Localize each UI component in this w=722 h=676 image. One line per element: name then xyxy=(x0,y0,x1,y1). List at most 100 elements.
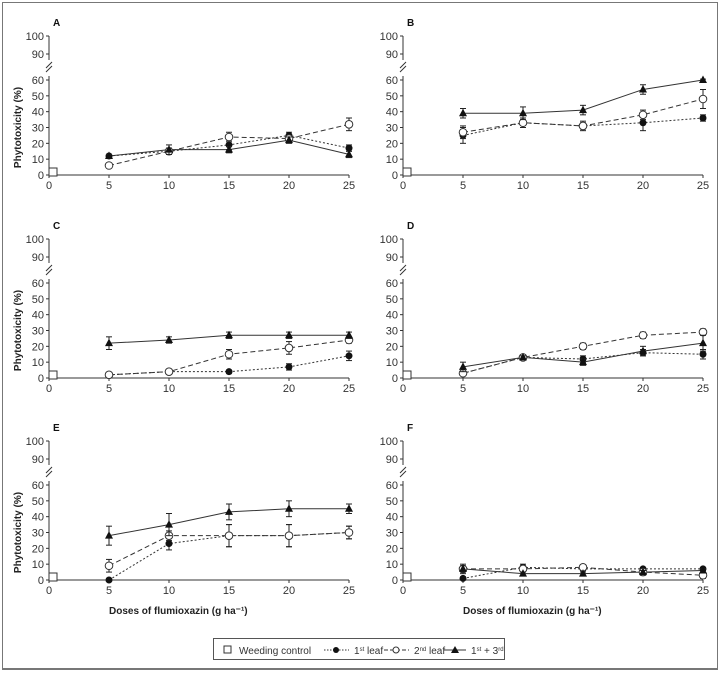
panel-letter: B xyxy=(407,18,414,29)
x-tick-label: 25 xyxy=(343,180,355,192)
panel-a: A 0 10 20 30 40 50 60 90 100 0 5 10 15 20 25 Phytotoxici… xyxy=(13,18,355,192)
legend-item-2nd-leaf: 2nd leaf xyxy=(384,646,445,657)
data-point-1st-leaf xyxy=(285,363,293,371)
y-axis-label: Phytotoxicity (%) xyxy=(13,87,24,168)
axis-break-mark xyxy=(45,61,53,69)
data-point-1st-3rd-leaf xyxy=(699,566,707,574)
data-point-2nd-leaf xyxy=(458,127,468,137)
data-point-1st-3rd-leaf xyxy=(459,564,467,572)
y-tick-label: 50 xyxy=(386,91,398,103)
figure-frame xyxy=(2,2,718,670)
x-tick-label: 15 xyxy=(577,383,589,395)
axis-break-mark xyxy=(399,470,407,478)
y-tick-label: 60 xyxy=(32,480,44,492)
y-tick-label: 40 xyxy=(32,310,44,322)
data-point-1st-3rd-leaf xyxy=(105,338,113,347)
x-tick-label: 25 xyxy=(697,180,709,192)
y-tick-label: 0 xyxy=(38,373,44,385)
data-point-1st-3rd-leaf xyxy=(519,108,527,117)
x-tick-label: 5 xyxy=(106,180,112,192)
legend-label-1st-3rd-leaf: 1st + 3rd leaf xyxy=(471,646,506,657)
y-tick-label: 0 xyxy=(38,170,44,182)
x-tick-label: 15 xyxy=(223,383,235,395)
x-tick-label: 5 xyxy=(460,585,466,597)
y-tick-label: 100 xyxy=(380,436,398,448)
data-point-1st-3rd-leaf xyxy=(639,567,647,576)
series-line-2nd-leaf xyxy=(108,532,350,567)
y-tick-label: 90 xyxy=(32,49,44,61)
y-tick-label: 20 xyxy=(386,543,398,555)
data-point-1st-3rd-leaf xyxy=(579,357,587,366)
data-point-2nd-leaf xyxy=(578,121,588,131)
data-point-2nd-leaf xyxy=(578,342,588,351)
x-tick-label: 10 xyxy=(163,180,175,192)
panel-letter: F xyxy=(407,423,413,434)
data-point-1st-3rd-leaf xyxy=(225,330,233,339)
data-point-2nd-leaf xyxy=(698,327,708,337)
data-point-1st-3rd-leaf xyxy=(579,569,587,577)
filled-circle-marker-icon xyxy=(333,647,339,653)
data-point-1st-3rd-leaf xyxy=(225,145,233,153)
data-point-2nd-leaf xyxy=(224,349,234,359)
y-tick-label: 60 xyxy=(386,480,398,492)
axis-break-mark xyxy=(399,268,407,276)
data-point-weeding-control xyxy=(402,167,412,177)
filled-triangle-marker-icon xyxy=(451,646,459,653)
x-tick-label: 20 xyxy=(637,180,649,192)
y-tick-label: 90 xyxy=(32,454,44,466)
y-tick-label: 90 xyxy=(386,454,398,466)
data-point-2nd-leaf xyxy=(164,367,174,376)
y-tick-label: 10 xyxy=(32,559,44,571)
y-tick-label: 40 xyxy=(386,107,398,119)
y-tick-label: 100 xyxy=(380,234,398,246)
y-tick-label: 20 xyxy=(32,543,44,555)
data-point-2nd-leaf xyxy=(638,330,648,340)
x-axis-label: Doses of flumioxazin (g ha⁻¹) xyxy=(463,606,602,617)
x-tick-label: 15 xyxy=(223,585,235,597)
axis-break-mark xyxy=(399,65,407,73)
y-tick-label: 40 xyxy=(386,310,398,322)
data-point-2nd-leaf xyxy=(224,132,234,142)
data-point-1st-3rd-leaf xyxy=(285,330,293,339)
y-tick-label: 0 xyxy=(392,170,398,182)
data-point-weeding-control xyxy=(48,167,58,177)
y-tick-label: 100 xyxy=(26,31,44,43)
y-tick-label: 20 xyxy=(386,138,398,150)
y-tick-label: 40 xyxy=(32,512,44,524)
y-tick-label: 30 xyxy=(386,528,398,540)
series-line-2nd-leaf xyxy=(462,331,704,374)
data-point-1st-3rd-leaf xyxy=(699,338,707,347)
data-point-1st-3rd-leaf xyxy=(165,145,173,153)
y-tick-label: 10 xyxy=(32,357,44,369)
x-tick-label: 5 xyxy=(106,585,112,597)
y-tick-label: 20 xyxy=(386,341,398,353)
data-point-weeding-control xyxy=(48,370,58,380)
x-tick-label: 0 xyxy=(400,180,406,192)
x-tick-label: 0 xyxy=(46,585,52,597)
data-point-2nd-leaf xyxy=(284,531,294,540)
data-point-1st-3rd-leaf xyxy=(639,346,647,355)
x-axis-label: Doses of flumioxazin (g ha⁻¹) xyxy=(109,606,248,617)
x-tick-label: 0 xyxy=(400,383,406,395)
y-tick-label: 100 xyxy=(380,31,398,43)
y-tick-label: 30 xyxy=(32,326,44,338)
y-tick-label: 60 xyxy=(32,75,44,87)
axis-break-mark xyxy=(45,264,53,272)
axis-break-mark xyxy=(399,61,407,69)
data-point-1st-3rd-leaf xyxy=(285,504,293,512)
panel-letter: A xyxy=(53,18,60,29)
data-point-weeding-control xyxy=(48,572,58,582)
data-point-1st-3rd-leaf xyxy=(345,149,353,158)
data-point-1st-leaf xyxy=(459,574,467,582)
y-tick-label: 50 xyxy=(32,496,44,508)
y-tick-label: 90 xyxy=(386,49,398,61)
y-axis-label: Phytotoxicity (%) xyxy=(13,492,24,573)
y-tick-label: 0 xyxy=(392,575,398,587)
data-point-1st-3rd-leaf xyxy=(699,75,707,83)
x-tick-label: 10 xyxy=(163,383,175,395)
panel-letter: D xyxy=(407,221,414,232)
y-tick-label: 10 xyxy=(32,154,44,166)
panel-c: C 0 10 20 30 40 50 60 90 100 0 5 10 15 20 25 Phytotoxici… xyxy=(13,221,355,395)
axis-break-mark xyxy=(45,65,53,73)
